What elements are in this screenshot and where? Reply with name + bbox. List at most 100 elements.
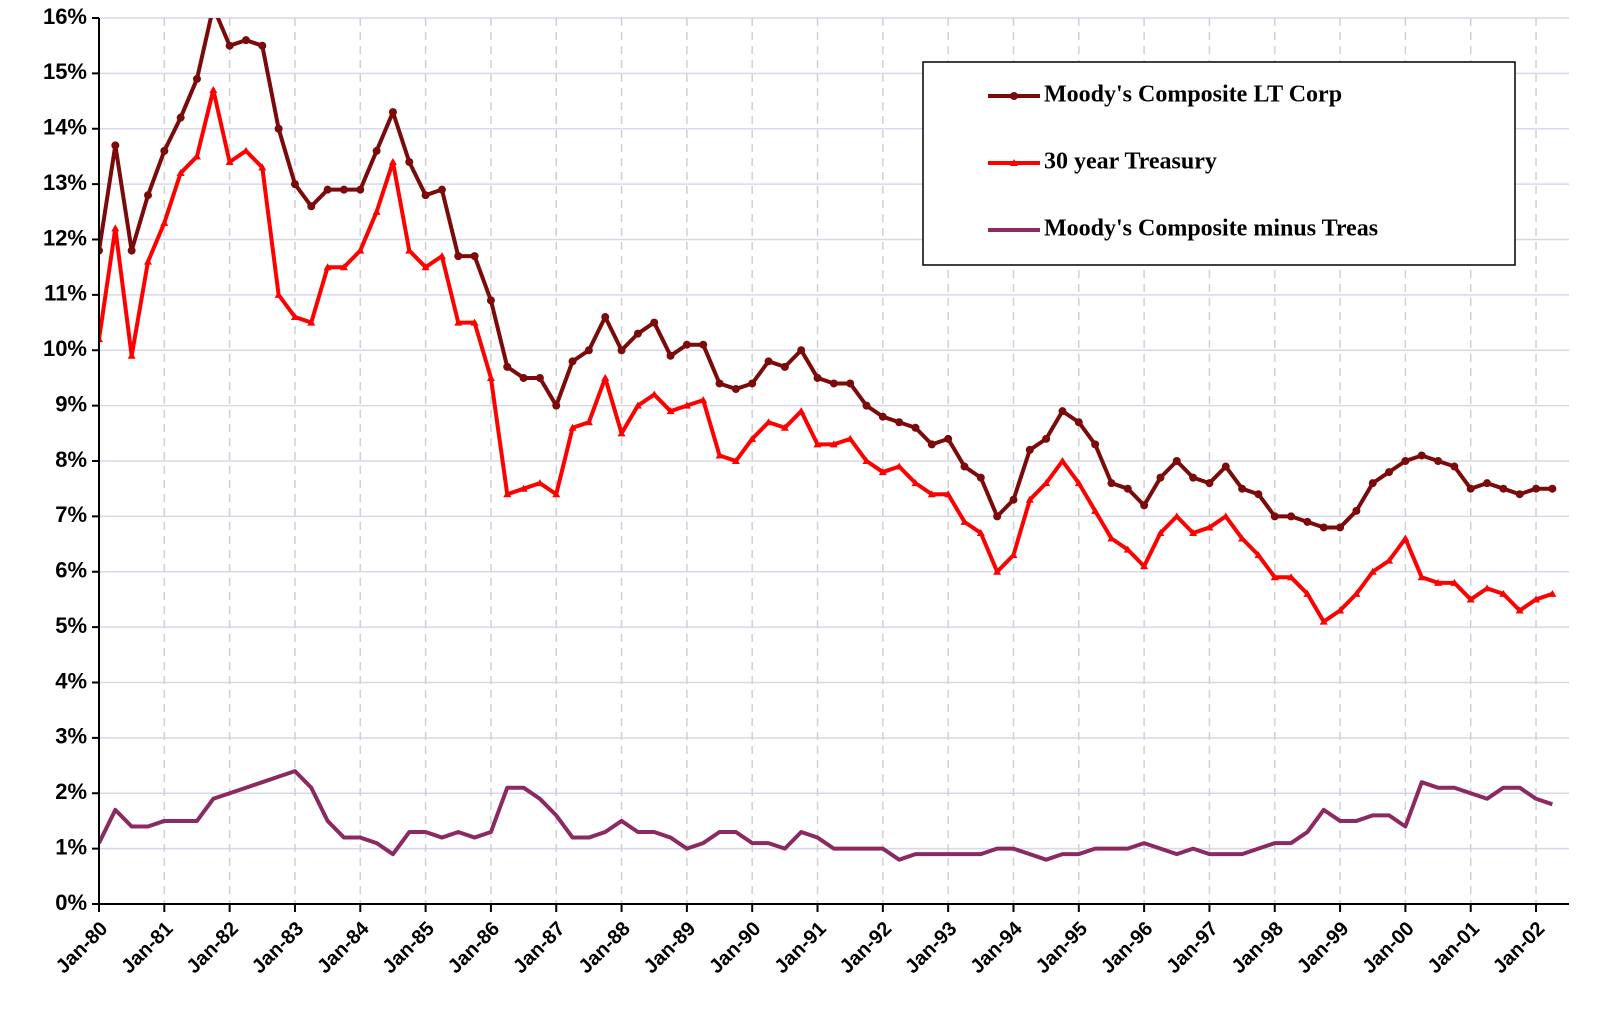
point xyxy=(1548,589,1557,597)
point xyxy=(339,185,348,194)
point xyxy=(405,246,414,254)
x-tick-label: Jan-86 xyxy=(444,918,504,978)
point xyxy=(1368,567,1377,575)
x-tick-label: Jan-91 xyxy=(770,918,830,978)
point xyxy=(1532,595,1541,603)
point xyxy=(780,362,789,371)
point xyxy=(829,379,838,388)
point xyxy=(633,401,642,409)
point xyxy=(666,407,675,415)
point xyxy=(1434,457,1443,465)
point xyxy=(356,185,365,194)
point xyxy=(1156,528,1165,536)
point xyxy=(454,318,463,326)
x-tick-label: Jan-88 xyxy=(574,918,634,978)
point xyxy=(748,379,757,388)
point xyxy=(307,318,316,326)
point xyxy=(1091,440,1100,449)
point xyxy=(160,146,169,155)
point xyxy=(1385,468,1394,477)
point xyxy=(976,473,985,482)
point xyxy=(1270,512,1279,521)
point xyxy=(1336,523,1345,532)
x-tick-label: Jan-80 xyxy=(52,918,112,978)
point xyxy=(388,108,397,117)
point xyxy=(470,252,479,261)
y-tick-label: 11% xyxy=(44,281,87,306)
point xyxy=(176,169,185,177)
point xyxy=(437,252,446,260)
point xyxy=(486,373,495,381)
y-tick-label: 15% xyxy=(43,59,87,84)
point xyxy=(715,379,724,388)
y-tick-label: 2% xyxy=(55,779,87,804)
x-tick-label: Jan-82 xyxy=(183,918,243,978)
point xyxy=(568,423,577,431)
point xyxy=(209,85,218,93)
y-tick-label: 9% xyxy=(55,391,87,416)
point xyxy=(1515,606,1524,614)
point xyxy=(1221,462,1230,471)
point xyxy=(944,490,953,498)
point xyxy=(878,468,887,476)
point xyxy=(584,346,593,355)
y-tick-label: 14% xyxy=(43,115,87,140)
point xyxy=(650,318,659,327)
point xyxy=(1091,506,1100,514)
point xyxy=(274,290,283,298)
point xyxy=(143,191,152,200)
point xyxy=(1352,589,1361,597)
x-tick-label: Jan-02 xyxy=(1489,918,1549,978)
point xyxy=(241,36,250,45)
point xyxy=(1385,556,1394,564)
x-tick-label: Jan-92 xyxy=(836,918,896,978)
point xyxy=(764,418,773,426)
point xyxy=(960,462,969,471)
point xyxy=(143,257,152,265)
y-tick-label: 6% xyxy=(55,558,87,583)
point xyxy=(584,418,593,426)
point xyxy=(764,357,773,366)
point xyxy=(601,313,610,322)
point xyxy=(1303,589,1312,597)
point xyxy=(454,252,463,261)
point xyxy=(813,440,822,448)
x-tick-label: Jan-84 xyxy=(313,917,374,978)
point xyxy=(650,390,659,398)
point xyxy=(617,346,626,355)
point xyxy=(323,263,332,271)
point xyxy=(1205,479,1214,488)
point xyxy=(862,401,871,410)
point xyxy=(633,329,642,338)
point xyxy=(421,191,430,200)
point xyxy=(715,451,724,459)
point xyxy=(829,440,838,448)
point xyxy=(1010,92,1018,100)
point xyxy=(127,246,136,255)
point xyxy=(1238,534,1247,542)
point xyxy=(1287,512,1296,521)
point xyxy=(111,141,120,150)
point xyxy=(1254,490,1263,499)
point xyxy=(1156,473,1165,482)
point xyxy=(1172,512,1181,520)
y-tick-label: 4% xyxy=(55,668,87,693)
point xyxy=(797,407,806,415)
point xyxy=(1270,573,1279,581)
point xyxy=(1417,451,1426,460)
point xyxy=(1499,484,1508,493)
point xyxy=(862,457,871,464)
point xyxy=(192,152,201,160)
point xyxy=(1401,457,1410,465)
point xyxy=(682,340,691,349)
point xyxy=(993,567,1002,575)
point xyxy=(323,185,332,194)
point xyxy=(209,3,217,11)
plot-area xyxy=(99,3,1557,862)
series-line xyxy=(99,769,1554,862)
point xyxy=(552,490,561,498)
point xyxy=(1172,457,1181,465)
point xyxy=(1499,589,1508,597)
point xyxy=(1107,534,1116,542)
